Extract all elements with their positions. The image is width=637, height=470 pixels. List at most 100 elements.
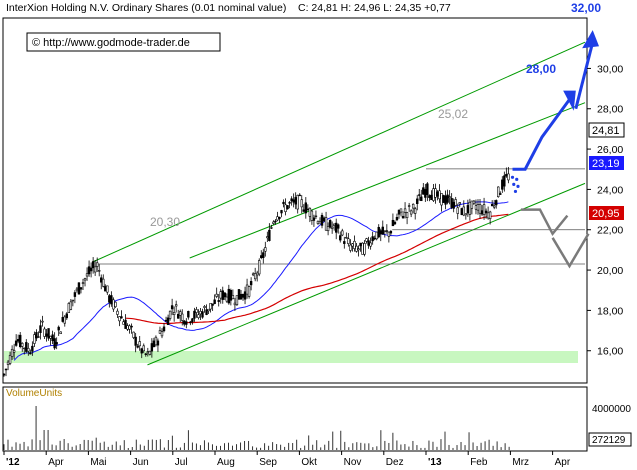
support-zone — [4, 351, 578, 363]
candle-body — [328, 220, 332, 228]
candle-body — [416, 198, 419, 205]
candle-body — [448, 196, 451, 198]
copyright-text[interactable]: © http://www.godmode-trader.de — [32, 37, 190, 49]
candle-body — [334, 222, 338, 233]
candle-body — [332, 223, 336, 226]
candle-body — [251, 273, 255, 276]
candle-body — [407, 205, 411, 207]
candle-body — [83, 278, 87, 281]
forecast-arrow-32 — [574, 41, 595, 110]
level-label: 20,30 — [150, 215, 180, 229]
candle-body — [413, 208, 417, 214]
candle-body — [264, 247, 267, 252]
candle-body — [8, 354, 12, 364]
candle-body — [361, 242, 364, 255]
candle-body — [191, 318, 194, 323]
candle-body — [476, 204, 480, 211]
candle-body — [420, 196, 423, 202]
candle-body — [16, 339, 20, 342]
candle-body — [14, 340, 18, 346]
candle-body — [347, 238, 350, 244]
candle-body — [49, 335, 52, 339]
y-axis: 16,00 18,00 20,00 22,00 24,00 26,00 28,00 30,00 — [587, 63, 623, 358]
x-tick-label: Okt — [301, 457, 317, 468]
candle-body — [181, 313, 184, 321]
candle-body — [322, 217, 326, 222]
candle-body — [373, 237, 376, 240]
candle-body — [205, 309, 208, 315]
candle-body — [272, 221, 275, 224]
candle-body — [480, 210, 484, 215]
candle-body — [503, 175, 506, 187]
y-tick-label: 20,00 — [597, 265, 623, 277]
candle-body — [229, 290, 233, 301]
candle-body — [193, 310, 196, 319]
target-label-2: 32,00 — [571, 1, 601, 15]
candle-body — [389, 231, 393, 234]
volume-bars — [3, 406, 510, 450]
candle-body — [247, 286, 251, 297]
candle-body — [300, 199, 303, 208]
x-tick-label: Apr — [48, 457, 64, 468]
candle-body — [266, 236, 269, 239]
forecast-drop-2 — [551, 233, 590, 269]
candle-body — [385, 230, 389, 232]
candle-body — [231, 295, 235, 300]
candle-body — [79, 287, 83, 290]
candle-body — [462, 206, 466, 216]
candle-body — [310, 210, 314, 221]
candle-body — [138, 341, 141, 347]
candle-body — [355, 245, 358, 252]
candle-body — [239, 293, 243, 300]
candle-body — [274, 220, 277, 223]
candle-body — [164, 319, 168, 322]
candle-body — [288, 202, 291, 204]
candle-body — [316, 220, 320, 224]
candle-body — [130, 325, 133, 328]
candle-body — [81, 282, 85, 284]
candle-body — [215, 293, 218, 297]
candle-body — [326, 226, 330, 232]
candle-body — [148, 350, 152, 355]
candle-body — [444, 195, 447, 205]
candle-body — [280, 210, 283, 214]
svg-text:24,81: 24,81 — [592, 125, 620, 137]
candle-body — [77, 282, 81, 295]
candle-body — [59, 331, 62, 335]
candle-body — [142, 345, 145, 352]
candle-body — [126, 325, 129, 330]
candle-body — [426, 183, 429, 195]
trend-channels — [92, 41, 586, 366]
candle-body — [106, 285, 109, 293]
candle-body — [189, 321, 192, 324]
candle-body — [290, 198, 293, 202]
svg-text:20,95: 20,95 — [592, 208, 620, 220]
candle-body — [278, 216, 281, 219]
candle-body — [2, 373, 6, 376]
candle-body — [387, 231, 391, 237]
candle-body — [207, 308, 210, 312]
candle-body — [353, 240, 356, 249]
forecast-arrow-28 — [512, 95, 573, 171]
channel-upper — [92, 41, 586, 263]
candle-body — [424, 189, 427, 198]
candle-body — [195, 309, 198, 313]
candle-body — [27, 348, 30, 352]
candle-body — [75, 288, 79, 291]
candle-body — [249, 281, 253, 286]
candle-body — [57, 326, 60, 331]
candle-body — [168, 310, 172, 319]
candle-body — [486, 212, 490, 219]
candle-body — [4, 368, 8, 371]
candle-body — [187, 311, 190, 318]
y-tick-label: 30,00 — [597, 63, 623, 75]
x-tick-label: Nov — [344, 457, 362, 468]
candle-body — [430, 194, 433, 201]
candle-body — [162, 326, 166, 332]
candle-body — [474, 205, 478, 210]
candle-body — [253, 273, 257, 280]
candle-body — [170, 305, 174, 310]
candle-body — [146, 351, 150, 354]
candle-body — [104, 286, 107, 292]
